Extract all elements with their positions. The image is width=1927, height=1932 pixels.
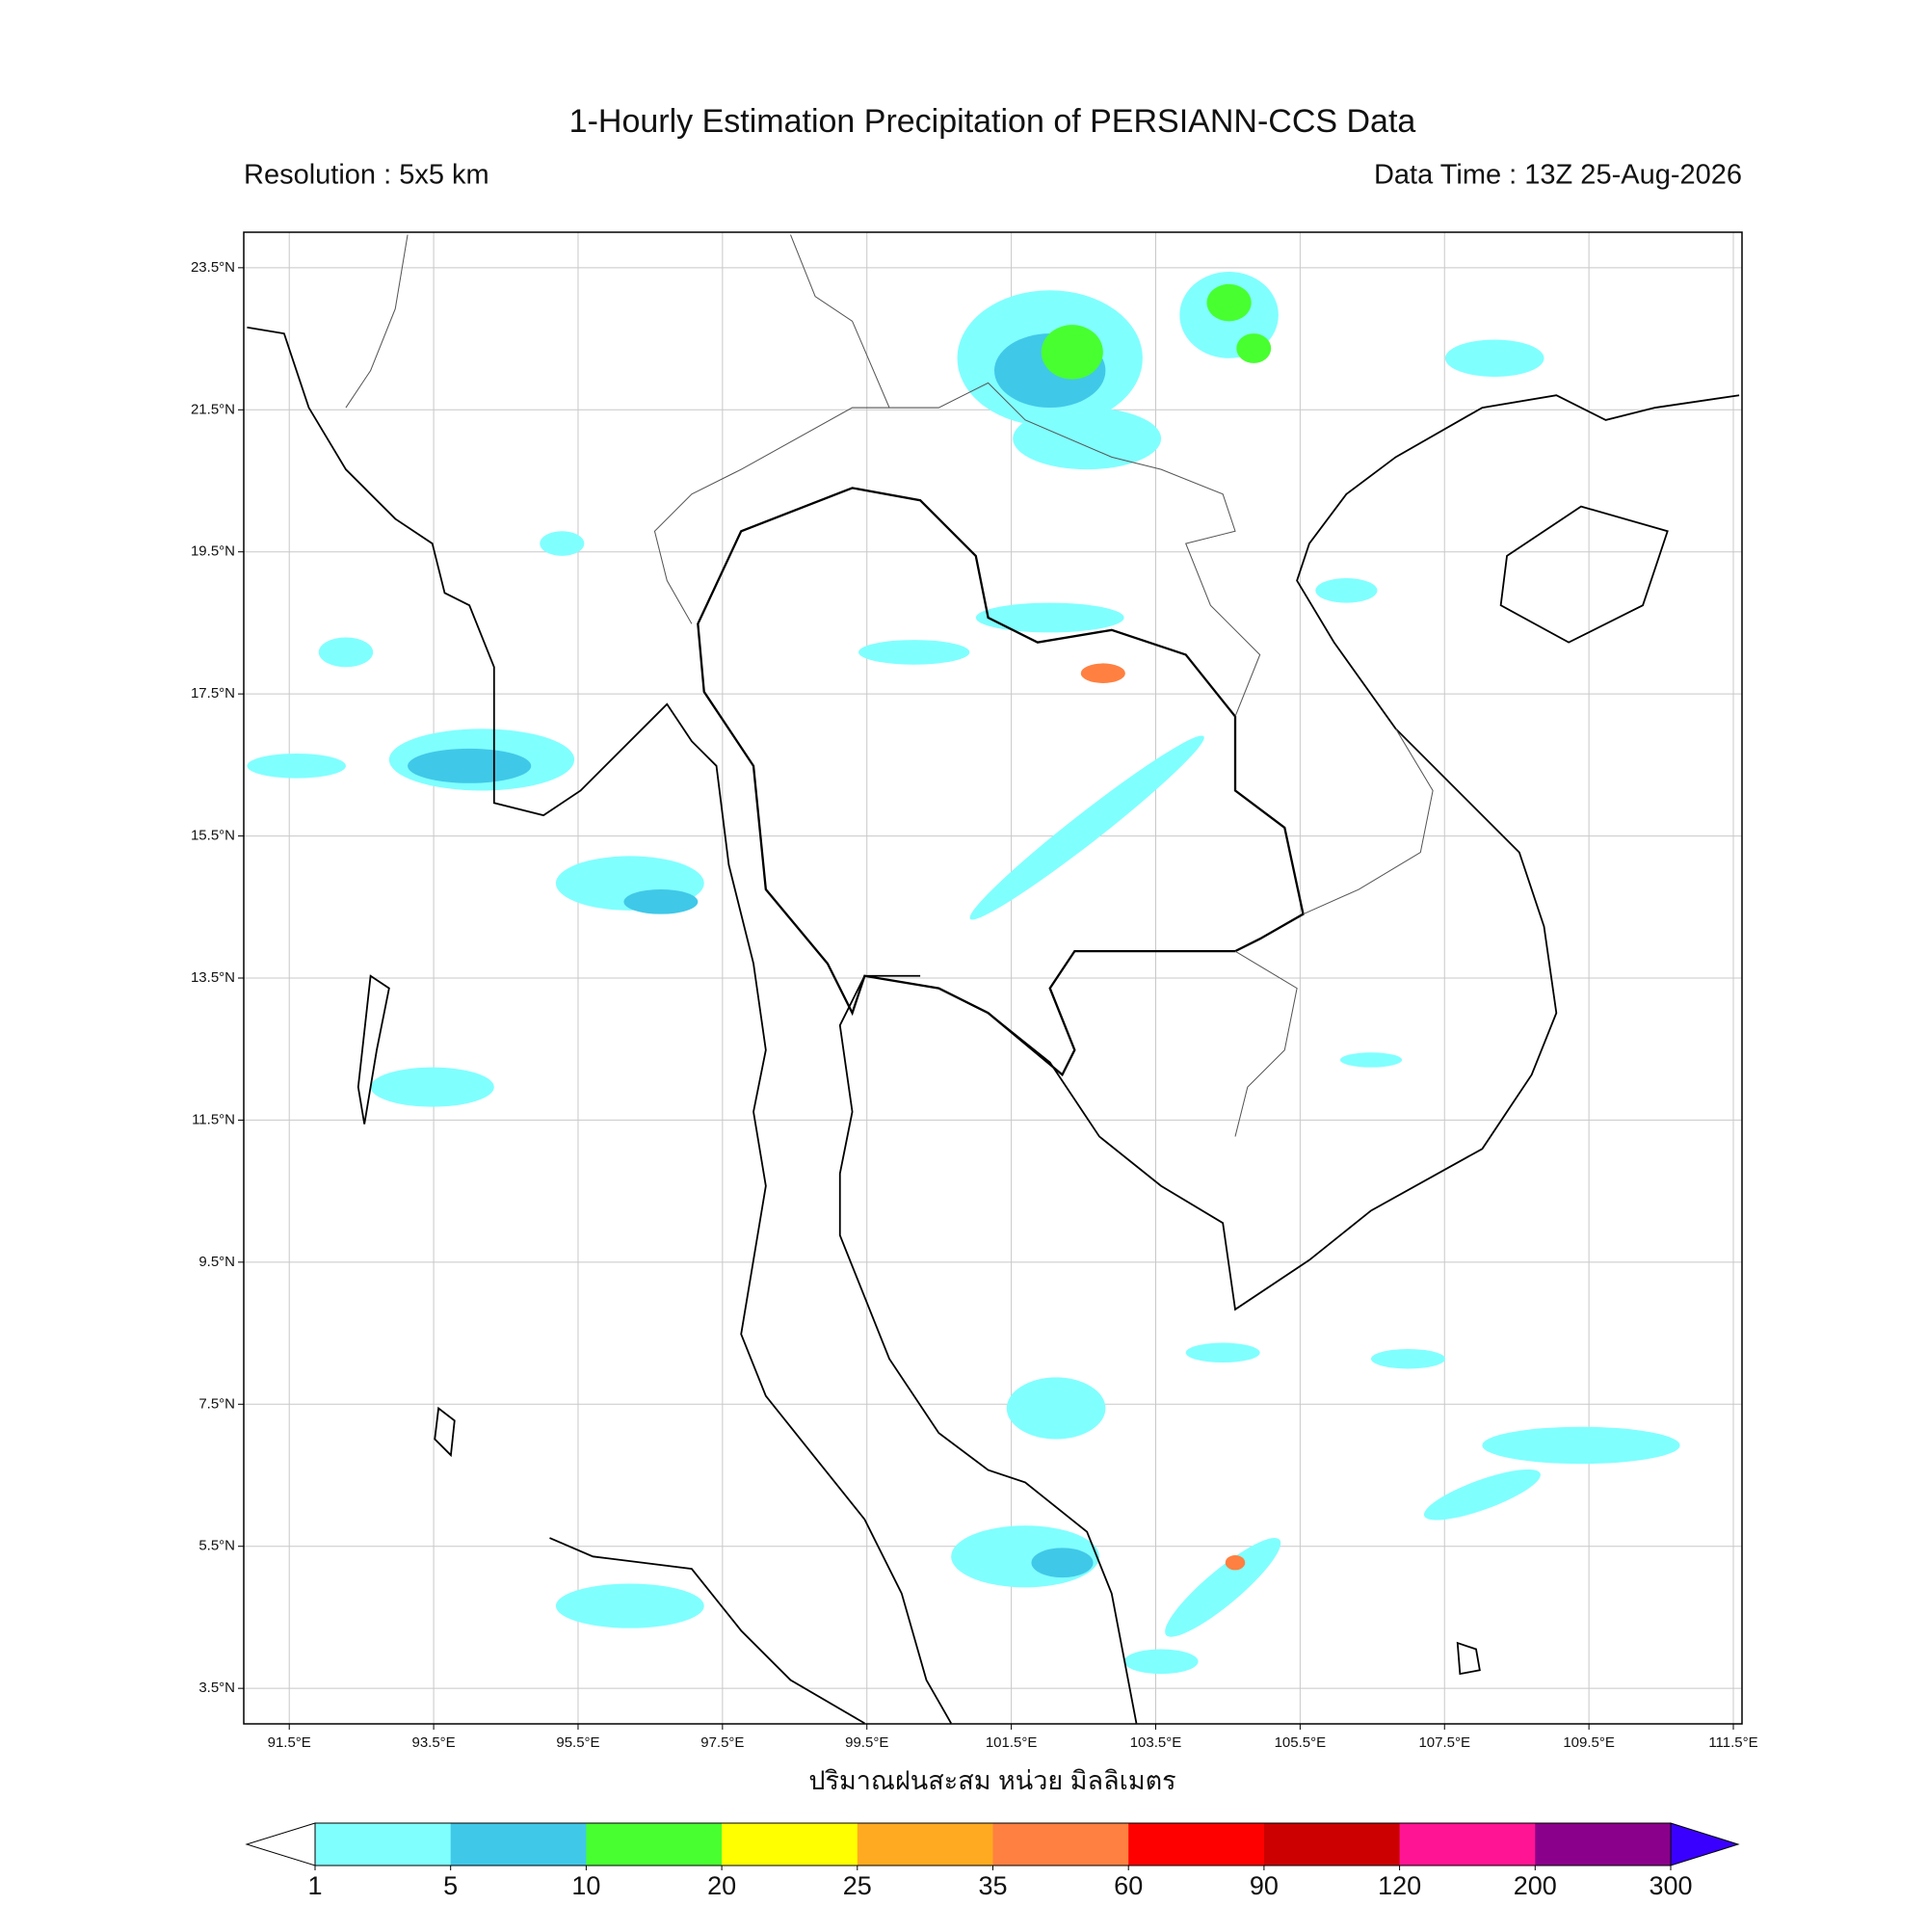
colorbar-tick-label: 90 <box>1250 1871 1279 1900</box>
colorbar-segment <box>857 1823 993 1866</box>
data-time: Data Time : 13Z 25-Aug-2026 <box>1374 160 1742 191</box>
colorbar-segment <box>722 1823 858 1866</box>
rain-areas <box>247 272 1680 1675</box>
y-tick-label: 9.5°N <box>198 1254 235 1270</box>
x-tick-label: 95.5°E <box>556 1734 599 1751</box>
x-tick-label: 111.5°E <box>1708 1734 1757 1751</box>
y-tick-label: 23.5°N <box>191 259 235 276</box>
x-tick-label: 99.5°E <box>845 1734 888 1751</box>
colorbar-tick-label: 20 <box>707 1871 736 1900</box>
colorbar-under <box>245 1822 316 1866</box>
x-tick-label: 91.5°E <box>268 1734 311 1751</box>
map-layer <box>247 234 1740 1725</box>
y-tick-label: 3.5°N <box>198 1680 235 1696</box>
colorbar-tick-label: 25 <box>843 1871 872 1900</box>
x-tick-label: 101.5°E <box>986 1734 1038 1751</box>
colorbar-tick-label: 5 <box>443 1871 458 1900</box>
grid-layer <box>244 232 1742 1724</box>
colorbar-segment <box>1128 1823 1265 1866</box>
y-tick-label: 13.5°N <box>191 969 235 986</box>
colorbar-tick-label: 10 <box>571 1871 600 1900</box>
colorbar-tick-label: 300 <box>1649 1871 1692 1900</box>
colorbar-segment <box>315 1823 452 1866</box>
colorbar-tick-label: 120 <box>1378 1871 1421 1900</box>
colorbar-segment <box>992 1823 1129 1866</box>
x-tick-label: 93.5°E <box>411 1734 455 1751</box>
x-tick-label: 97.5°E <box>700 1734 744 1751</box>
colorbar-segment <box>1399 1823 1536 1866</box>
colorbar-tick-label: 1 <box>307 1871 322 1900</box>
y-tick-label: 11.5°N <box>192 1111 235 1127</box>
y-tick-label: 5.5°N <box>198 1538 235 1554</box>
y-tick-label: 7.5°N <box>198 1395 235 1412</box>
y-tick-label: 15.5°N <box>191 828 235 844</box>
x-tick-label: 109.5°E <box>1563 1734 1615 1751</box>
colorbar: 1 5 10 20 25 35 60 90 120 200 300 <box>245 1822 1740 1900</box>
colorbar-over <box>1670 1822 1740 1866</box>
colorbar-segment <box>586 1823 723 1866</box>
y-tick-label: 17.5°N <box>191 685 235 701</box>
y-tick-label: 21.5°N <box>191 401 235 417</box>
resolution: Resolution : 5x5 km <box>244 160 489 191</box>
title: 1-Hourly Estimation Precipitation of PER… <box>569 103 1416 140</box>
colorbar-segment <box>450 1823 587 1866</box>
x-tick-label: 103.5°E <box>1130 1734 1182 1751</box>
colorbar-tick-label: 60 <box>1114 1871 1143 1900</box>
x-tick-label: 107.5°E <box>1418 1734 1470 1751</box>
colorbar-segment <box>1263 1823 1401 1866</box>
colorbar-label: ปริมาณฝนสะสม หน่วย มิลลิเมตร <box>808 1766 1175 1795</box>
colorbar-segment <box>1535 1823 1672 1866</box>
y-tick-label: 19.5°N <box>191 543 235 560</box>
colorbar-tick-label: 35 <box>978 1871 1007 1900</box>
x-tick-label: 105.5°E <box>1275 1734 1327 1751</box>
colorbar-tick-label: 200 <box>1514 1871 1557 1900</box>
